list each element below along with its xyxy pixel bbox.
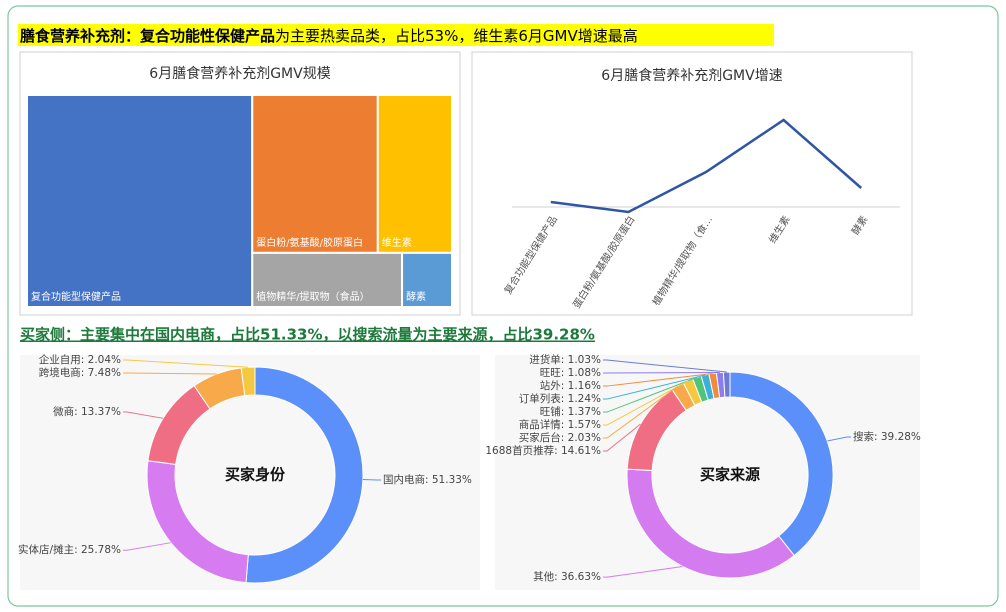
treemap-cell (251, 94, 379, 254)
leader-line (123, 372, 217, 375)
cell-label: 蛋白粉/氨基酸/胶原蛋白 (256, 236, 363, 249)
leader-line (123, 542, 171, 551)
leader-line (123, 411, 164, 419)
leader-line (603, 374, 706, 400)
slice-label: 订单列表: 1.24% (519, 392, 601, 405)
line (550, 118, 863, 214)
slice-label: 旺旺: 1.08% (540, 367, 601, 379)
leader-line (362, 479, 381, 481)
chart-title: 6月膳食营养补充剂GMV规模 (149, 65, 330, 82)
leader-line (603, 423, 641, 452)
slice-label: 实体店/摊主: 25.78% (18, 543, 121, 556)
slice-label: 进货单: 1.03% (529, 353, 601, 366)
leader-line (603, 359, 727, 373)
heading-bold: 膳食营养补充剂：复合功能性保健产品 (20, 27, 275, 45)
leader-line (827, 436, 851, 442)
leader-line (603, 385, 679, 439)
leader-line (603, 376, 698, 413)
slice-label: 国内电商: 51.33% (383, 473, 472, 486)
center-label: 买家身份 (225, 466, 286, 484)
leader-line (603, 565, 683, 578)
donut-slice (722, 371, 731, 398)
cell-label: 维生素 (382, 236, 412, 249)
slice-label: 买家后台: 2.03% (519, 431, 601, 444)
panel (471, 51, 913, 316)
slice-label: 企业自用: 2.04% (39, 353, 121, 366)
heading: 买家侧：主要集中在国内电商，占比51.33%，以搜索流量为主要来源，占比39.2… (20, 326, 595, 344)
slice-label: 旺铺: 1.37% (540, 405, 601, 418)
cell-label: 复合功能型保健产品 (31, 290, 121, 303)
slice-label: 跨境电商: 7.48% (39, 366, 121, 379)
slice-label: 站外: 1.16% (540, 379, 601, 392)
slice-label: 微商: 13.37% (53, 405, 121, 418)
chart-title: 6月膳食营养补充剂GMV增速 (601, 67, 782, 84)
heading-rest: 为主要热卖品类，占比53%，维生素6月GMV增速最高 (275, 27, 638, 45)
slice-label: 商品详情: 1.57% (519, 418, 601, 431)
treemap-cell (26, 94, 254, 308)
donut-slice (245, 366, 364, 584)
treemap-cell (401, 251, 453, 309)
cell-label: 植物精华/提取物（食品） (256, 290, 369, 303)
cell-label: 酵素 (406, 290, 426, 303)
slice-label: 其他: 36.63% (533, 570, 601, 583)
leader-line (603, 380, 689, 426)
leader-line (123, 359, 249, 368)
highlight (18, 24, 774, 46)
leader-line (603, 372, 720, 374)
treemap-cell (251, 251, 404, 309)
center-label: 买家来源 (700, 466, 760, 484)
leader-line (603, 372, 713, 387)
slice-label: 1688首页推荐: 14.61% (485, 444, 601, 457)
treemap-cell (376, 94, 453, 254)
heading: 膳食营养补充剂：复合功能性保健产品为主要热卖品类，占比53%，维生素6月GMV增… (20, 27, 638, 45)
slice-label: 搜索: 39.28% (853, 430, 921, 443)
